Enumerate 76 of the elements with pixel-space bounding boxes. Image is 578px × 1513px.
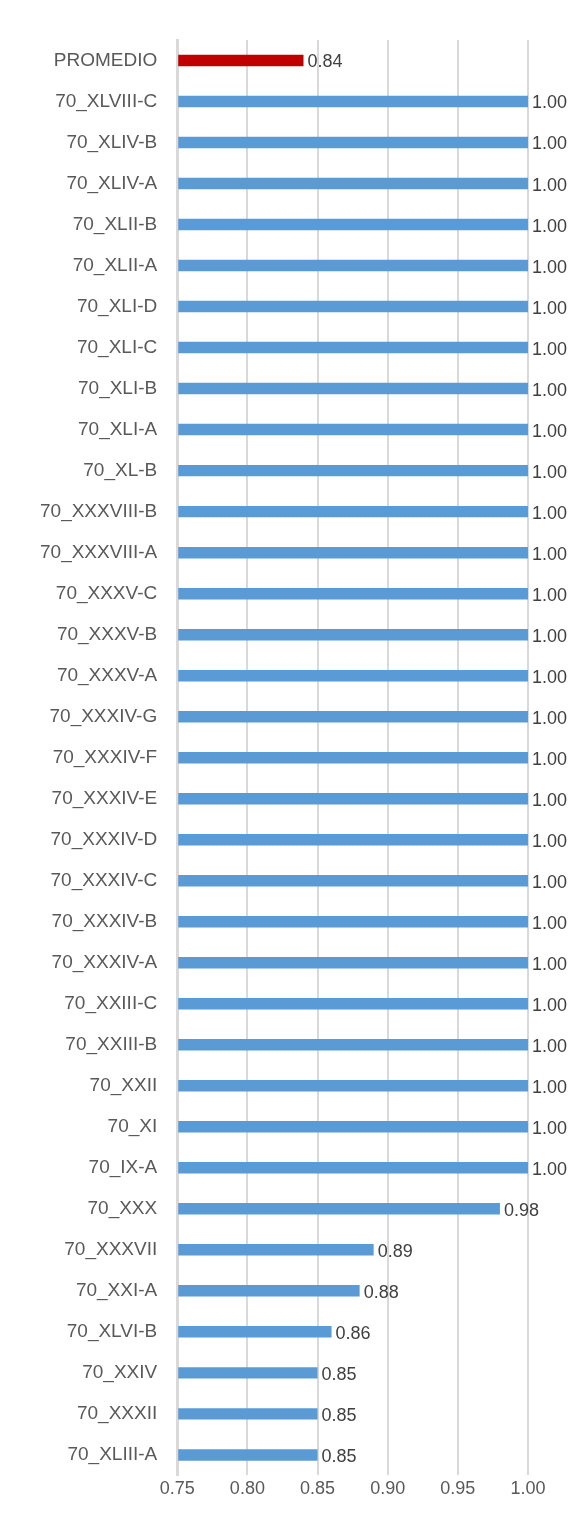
data-label: 1.00 bbox=[532, 92, 568, 113]
data-label: 1.00 bbox=[532, 379, 568, 400]
data-label: 1.00 bbox=[532, 1035, 568, 1056]
data-label: 0.85 bbox=[321, 1445, 357, 1466]
data-label: 1.00 bbox=[532, 1076, 568, 1097]
y-tick-label: 70_XL-B bbox=[83, 458, 158, 481]
x-tick-label: 0.85 bbox=[300, 1478, 336, 1499]
y-tick-label: 70_XLI-A bbox=[77, 417, 158, 440]
data-label: 1.00 bbox=[532, 256, 568, 277]
data-label: 1.00 bbox=[532, 625, 568, 646]
x-tick-label: 1.00 bbox=[510, 1478, 546, 1499]
data-label: 1.00 bbox=[532, 789, 568, 810]
data-label: 1.00 bbox=[532, 912, 568, 933]
y-tick-label: 70_XXXIV-A bbox=[51, 950, 158, 973]
y-tick-label: 70_IX-A bbox=[88, 1156, 158, 1179]
y-tick-label: 70_XXXV-B bbox=[56, 622, 158, 645]
y-tick-label: 70_XXXIV-F bbox=[52, 745, 158, 768]
data-label: 0.85 bbox=[321, 1404, 357, 1425]
y-tick-label: 70_XLIII-A bbox=[67, 1443, 158, 1466]
y-tick-label: 70_XI bbox=[107, 1115, 158, 1138]
y-tick-label: 70_XLI-C bbox=[76, 335, 158, 358]
y-tick-label: 70_XXXIV-B bbox=[51, 909, 158, 932]
data-label: 1.00 bbox=[532, 543, 568, 564]
data-label: 1.00 bbox=[532, 215, 568, 236]
data-label: 1.00 bbox=[532, 1158, 568, 1179]
data-label: 0.85 bbox=[321, 1363, 357, 1384]
data-label: 1.00 bbox=[532, 707, 568, 728]
data-label: 1.00 bbox=[532, 748, 568, 769]
data-label: 1.00 bbox=[532, 297, 568, 318]
y-tick-label: 70_XXXIV-C bbox=[50, 868, 158, 891]
x-tick-label: 0.95 bbox=[440, 1478, 476, 1499]
y-tick-label: 70_XXXVII bbox=[64, 1238, 158, 1261]
y-tick-label: 70_XXXVIII-B bbox=[39, 499, 158, 522]
y-tick-label: 70_XLI-B bbox=[77, 376, 158, 399]
data-label: 0.84 bbox=[307, 51, 343, 72]
y-tick-label: 70_XXX bbox=[87, 1197, 158, 1220]
data-label: 1.00 bbox=[532, 420, 568, 441]
data-label: 0.98 bbox=[503, 1199, 539, 1220]
y-tick-label: 70_XLIV-A bbox=[66, 171, 158, 194]
y-tick-label: 70_XLVI-B bbox=[66, 1320, 158, 1343]
x-tick-label: 0.90 bbox=[370, 1478, 406, 1499]
data-label: 1.00 bbox=[532, 994, 568, 1015]
data-label: 1.00 bbox=[532, 830, 568, 851]
data-label: 1.00 bbox=[532, 584, 568, 605]
data-label: 1.00 bbox=[532, 338, 568, 359]
data-label: 1.00 bbox=[532, 461, 568, 482]
y-tick-label: 70_XLVIII-C bbox=[55, 89, 158, 112]
y-tick-label: 70_XXXVIII-A bbox=[39, 540, 158, 563]
y-tick-label: 70_XXII bbox=[89, 1074, 158, 1097]
y-tick-label: 70_XXIV bbox=[82, 1361, 158, 1384]
y-tick-label: 70_XXXIV-G bbox=[49, 704, 158, 727]
y-tick-label: PROMEDIO bbox=[53, 48, 158, 70]
y-tick-label: 70_XLIV-B bbox=[66, 130, 158, 153]
y-tick-label: 70_XXI-A bbox=[75, 1279, 158, 1302]
data-label: 0.89 bbox=[377, 1240, 413, 1261]
data-label: 1.00 bbox=[532, 953, 568, 974]
data-label: 1.00 bbox=[532, 666, 568, 687]
data-label: 1.00 bbox=[532, 133, 568, 154]
data-label: 0.88 bbox=[363, 1281, 399, 1302]
x-tick-label: 0.80 bbox=[229, 1478, 265, 1499]
y-tick-label: 70_XLII-B bbox=[72, 212, 158, 235]
y-tick-label: 70_XXXV-C bbox=[55, 581, 158, 604]
y-tick-label: 70_XLII-A bbox=[72, 253, 158, 276]
y-tick-label: 70_XXXIV-E bbox=[51, 786, 158, 809]
data-label: 1.00 bbox=[532, 1117, 568, 1138]
data-label: 1.00 bbox=[532, 174, 568, 195]
y-tick-label: 70_XXXIV-D bbox=[50, 827, 158, 850]
data-label: 1.00 bbox=[532, 502, 568, 523]
data-label: 1.00 bbox=[532, 871, 568, 892]
y-tick-label: 70_XXIII-C bbox=[64, 992, 158, 1014]
y-tick-label: 70_XXXV-A bbox=[56, 663, 158, 686]
data-label: 0.86 bbox=[335, 1322, 371, 1343]
y-tick-label: 70_XXIII-B bbox=[65, 1033, 158, 1056]
y-tick-label: 70_XLI-D bbox=[76, 294, 158, 317]
y-tick-label: 70_XXXII bbox=[76, 1402, 158, 1425]
x-tick-label: 0.75 bbox=[159, 1478, 195, 1499]
